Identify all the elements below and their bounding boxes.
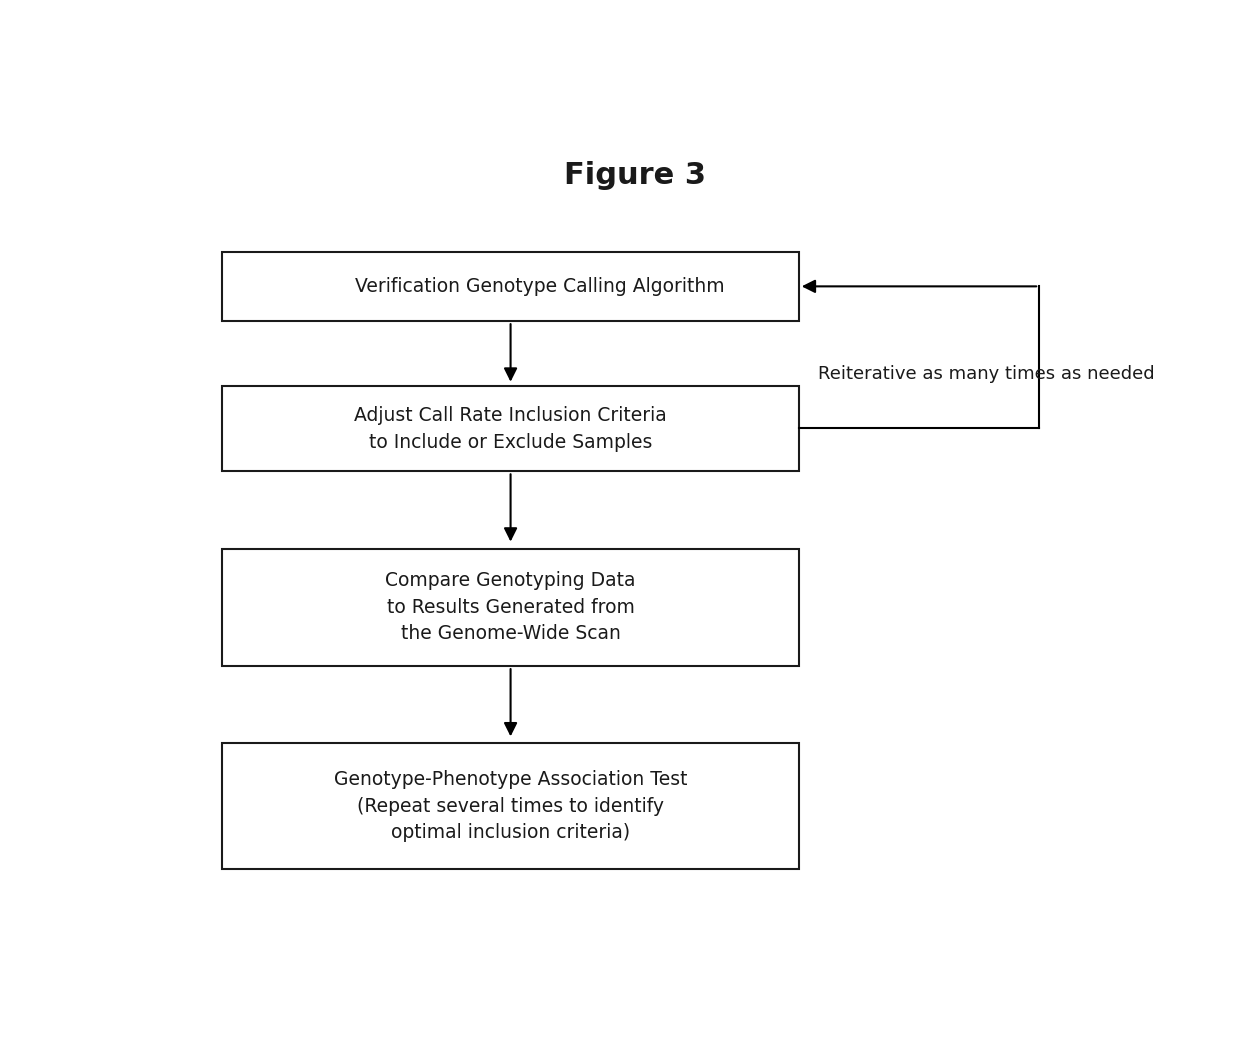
Text: Compare Genotyping Data
to Results Generated from
the Genome-Wide Scan: Compare Genotyping Data to Results Gener… xyxy=(386,571,636,643)
Bar xyxy=(222,252,799,321)
Text: Adjust Call Rate Inclusion Criteria
to Include or Exclude Samples: Adjust Call Rate Inclusion Criteria to I… xyxy=(355,406,667,451)
Bar xyxy=(222,743,799,870)
Text: Figure 3: Figure 3 xyxy=(564,160,707,190)
Text: Genotype-Phenotype Association Test
(Repeat several times to identify
optimal in: Genotype-Phenotype Association Test (Rep… xyxy=(334,770,687,842)
Bar xyxy=(222,548,799,666)
Text: Reiterative as many times as needed: Reiterative as many times as needed xyxy=(818,365,1154,383)
Text: Verification Genotype Calling Algorithm: Verification Genotype Calling Algorithm xyxy=(355,277,724,296)
Bar xyxy=(222,386,799,471)
